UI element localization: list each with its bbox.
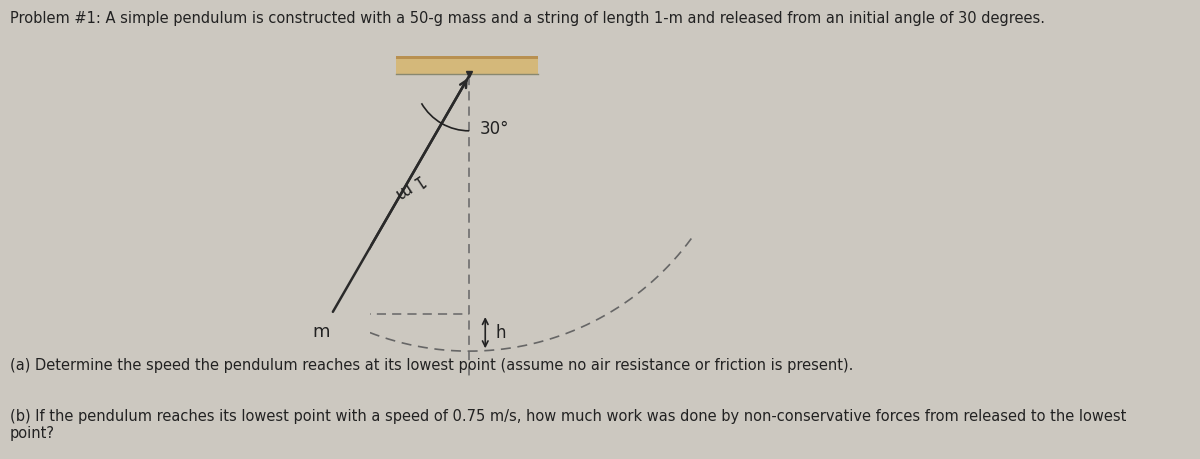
Text: h: h: [496, 324, 506, 341]
Circle shape: [323, 306, 340, 323]
Text: 1 m: 1 m: [392, 169, 428, 202]
Bar: [396, 56, 538, 59]
Text: m: m: [313, 323, 330, 341]
Text: (b) If the pendulum reaches its lowest point with a speed of 0.75 m/s, how much : (b) If the pendulum reaches its lowest p…: [10, 409, 1126, 441]
Bar: [396, 59, 538, 74]
Text: (a) Determine the speed the pendulum reaches at its lowest point (assume no air : (a) Determine the speed the pendulum rea…: [10, 358, 853, 373]
Text: 30°: 30°: [480, 119, 509, 138]
Text: Problem #1: A simple pendulum is constructed with a 50-g mass and a string of le: Problem #1: A simple pendulum is constru…: [10, 11, 1044, 27]
